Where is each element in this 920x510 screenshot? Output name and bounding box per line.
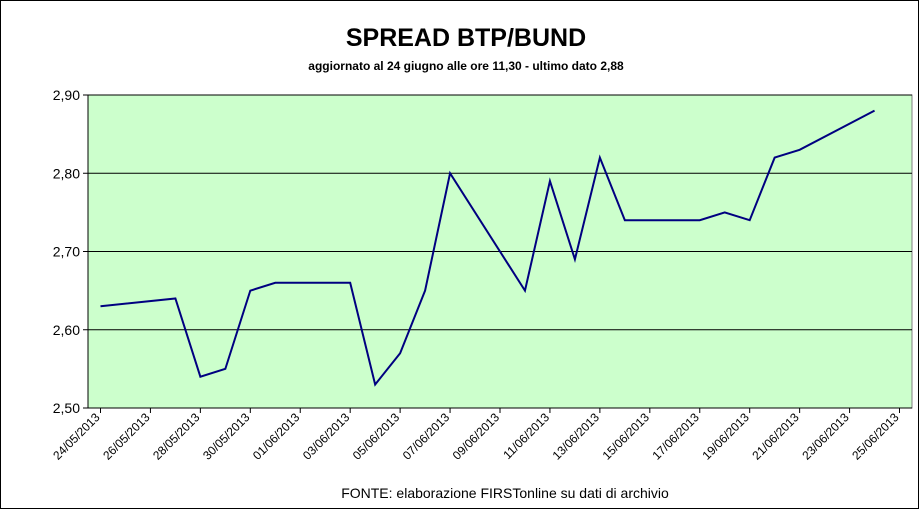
- y-tick-label: 2,80: [53, 165, 80, 181]
- y-tick-label: 2,70: [53, 244, 80, 260]
- chart-subtitle: aggiornato al 24 giugno alle ore 11,30 -…: [308, 59, 624, 73]
- data-line: [100, 109, 876, 387]
- chart-title: SPREAD BTP/BUND: [346, 24, 586, 52]
- y-tick-label: 2,90: [53, 87, 80, 103]
- source-note: FONTE: elaborazione FIRSTonline su dati …: [341, 485, 669, 501]
- y-tick-label: 2,50: [53, 400, 80, 416]
- y-tick-label: 2,60: [53, 322, 80, 338]
